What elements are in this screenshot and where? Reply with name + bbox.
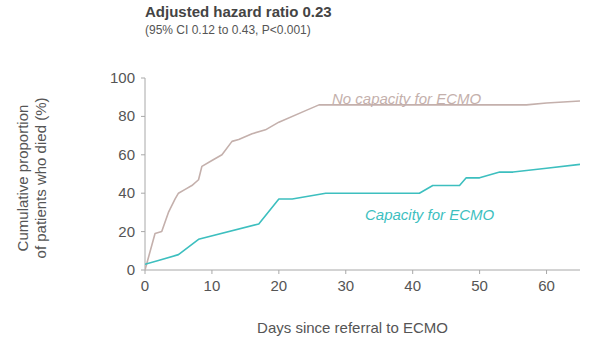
y-tick-label: 100	[110, 69, 135, 86]
x-tick	[345, 270, 346, 274]
series-line	[145, 164, 580, 264]
x-axis-line	[145, 270, 580, 271]
y-tick-label: 0	[127, 261, 135, 278]
x-tick-label: 30	[337, 277, 354, 294]
y-tick	[141, 154, 145, 155]
x-tick	[479, 270, 480, 274]
x-tick	[211, 270, 212, 274]
y-axis-line	[145, 78, 146, 270]
y-tick-label: 80	[118, 107, 135, 124]
x-tick-label: 0	[141, 277, 149, 294]
series-line	[145, 101, 580, 270]
subtitle: (95% CI 0.12 to 0.43, P<0.001)	[145, 23, 311, 37]
y-axis-label: Cumulative proportionof patients who die…	[14, 98, 49, 259]
chart-svg: Adjusted hazard ratio 0.23 (95% CI 0.12 t…	[0, 0, 610, 342]
x-tick-label: 60	[538, 277, 555, 294]
y-tick	[141, 231, 145, 232]
x-tick	[278, 270, 279, 274]
y-tick-label: 60	[118, 146, 135, 163]
series-label: No capacity for ECMO	[332, 90, 482, 107]
title: Adjusted hazard ratio 0.23	[145, 3, 332, 20]
x-tick-label: 40	[404, 277, 421, 294]
plot-area	[145, 101, 580, 270]
y-tick-label: 20	[118, 223, 135, 240]
x-tick-label: 10	[204, 277, 221, 294]
y-axis-label-line: of patients who died (%)	[32, 98, 49, 259]
x-axis-label: Days since referral to ECMO	[257, 319, 448, 336]
x-tick	[546, 270, 547, 274]
y-tick	[141, 270, 145, 271]
series-label: Capacity for ECMO	[365, 206, 495, 223]
y-tick	[141, 193, 145, 194]
x-tick	[412, 270, 413, 274]
y-tick-label: 40	[118, 184, 135, 201]
y-tick	[141, 78, 145, 79]
chart-root: Adjusted hazard ratio 0.23 (95% CI 0.12 t…	[0, 0, 610, 342]
x-tick-label: 50	[471, 277, 488, 294]
y-tick	[141, 116, 145, 117]
x-tick-label: 20	[271, 277, 288, 294]
x-tick	[145, 270, 146, 274]
y-axis-label-line: Cumulative proportion	[14, 105, 31, 252]
